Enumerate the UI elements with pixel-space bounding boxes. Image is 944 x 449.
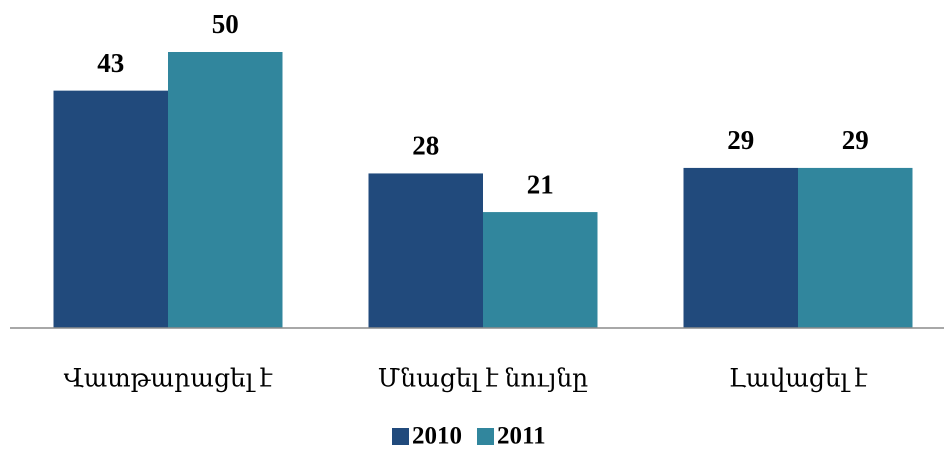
legend-swatch [477,428,494,445]
bar [798,167,913,328]
x-tick-label: Մնացել է նույնը [378,366,588,393]
value-label: 28 [412,131,439,161]
value-label: 29 [727,125,754,155]
legend-label: 2011 [497,423,546,449]
bar [368,173,483,328]
bar [683,167,798,328]
value-label: 50 [212,9,239,39]
bar [53,90,168,328]
value-label: 43 [97,48,124,78]
bar [483,212,598,328]
x-tick-label: Լավացել է [729,366,868,393]
legend-label: 2010 [412,423,462,449]
value-label: 29 [842,125,869,155]
bar [168,52,283,328]
legend-swatch [392,428,409,445]
x-tick-label: Վատթարացել է [64,366,273,393]
value-label: 21 [527,169,554,199]
